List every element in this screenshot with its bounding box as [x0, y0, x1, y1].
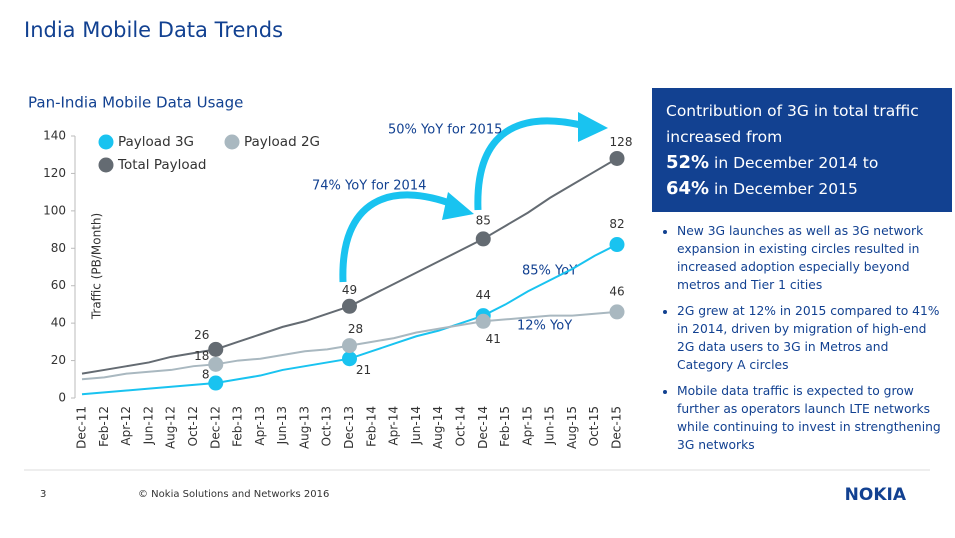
y-tick-label: 80: [51, 241, 66, 255]
x-tick-label: Oct-13: [320, 406, 334, 446]
highlight-figure: 52%: [666, 152, 710, 173]
data-point: [475, 231, 491, 247]
data-label: 44: [476, 288, 491, 302]
x-tick-label: Aug-13: [297, 406, 311, 449]
highlight-box: Contribution of 3G in total traffic incr…: [652, 88, 952, 212]
x-tick-label: Feb-14: [364, 406, 378, 447]
x-tick-label: Feb-15: [498, 406, 512, 447]
x-tick-label: Apr-13: [253, 406, 267, 446]
x-tick-label: Aug-14: [431, 406, 445, 449]
slide-title: India Mobile Data Trends: [24, 18, 283, 42]
x-tick-label: Dec-13: [342, 406, 356, 449]
data-label: 28: [348, 322, 363, 336]
y-tick-label: 40: [51, 316, 66, 330]
data-point: [609, 150, 625, 166]
arrows: [339, 117, 586, 283]
annotation: 50% YoY for 2015: [388, 123, 502, 138]
x-tick-label: Feb-13: [231, 406, 245, 447]
data-point: [609, 237, 625, 253]
data-point: [609, 304, 625, 320]
logo: NOKIA: [845, 485, 907, 505]
arrow-head: [442, 192, 474, 220]
x-tick-label: Dec-11: [75, 406, 89, 449]
x-tick-label: Dec-14: [476, 406, 490, 449]
legend-marker: [224, 134, 240, 150]
copyright: © Nokia Solutions and Networks 2016: [138, 489, 329, 500]
data-point: [342, 298, 357, 314]
bullet: Mobile data traffic is expected to grow …: [677, 382, 947, 454]
data-label: 21: [356, 363, 371, 377]
chart-title: Pan-India Mobile Data Usage: [28, 94, 243, 112]
highlight-text: Contribution of 3G in total traffic incr…: [666, 102, 919, 146]
y-axis-label: Traffic (PB/Month): [90, 213, 104, 320]
data-point: [208, 341, 224, 357]
data-label: 128: [610, 135, 633, 149]
x-tick-label: Aug-12: [164, 406, 178, 449]
highlight-figure: 64%: [666, 178, 710, 199]
highlight-text: in December 2014 to: [714, 154, 879, 172]
x-tick-label: Jun-12: [141, 406, 155, 445]
data-label: 82: [609, 217, 624, 231]
annotation: 74% YoY for 2014: [312, 179, 426, 194]
annotation: 12% YoY: [517, 319, 572, 334]
x-tick-label: Apr-14: [387, 406, 401, 446]
bullet: 2G grew at 12% in 2015 compared to 41% i…: [677, 302, 947, 374]
x-tick-label: Jun-15: [543, 406, 557, 445]
y-tick-label: 140: [43, 129, 66, 143]
x-tick-label: Oct-14: [453, 406, 467, 446]
x-tick-label: Dec-12: [208, 406, 222, 449]
y-tick-label: 20: [51, 353, 66, 367]
bullet-list: New 3G launches as well as 3G network ex…: [660, 222, 947, 462]
x-tick-label: Apr-12: [119, 406, 133, 446]
data-point: [475, 313, 491, 329]
arrow-head: [578, 112, 608, 142]
data-label: 46: [609, 284, 624, 298]
data-label: 49: [342, 283, 357, 297]
data-label: 41: [486, 332, 501, 346]
y-tick-label: 60: [51, 278, 66, 292]
data-label: 26: [194, 328, 209, 342]
data-point: [208, 356, 224, 372]
x-tick-label: Dec-15: [610, 406, 624, 449]
legend-label: Payload 3G: [118, 134, 194, 150]
data-label: 85: [476, 213, 491, 227]
y-tick-label: 120: [43, 166, 66, 180]
page-number: 3: [40, 489, 46, 500]
legend-label: Payload 2G: [244, 134, 320, 150]
data-point: [342, 351, 357, 367]
legend-label: Total Payload: [117, 157, 206, 173]
y-tick-label: 0: [58, 391, 66, 405]
x-tick-label: Jun-13: [275, 406, 289, 445]
y-tick-label: 100: [43, 203, 66, 217]
highlight-text: in December 2015: [714, 180, 858, 198]
x-tick-label: Jun-14: [409, 406, 423, 445]
data-point: [208, 375, 224, 391]
x-tick-label: Aug-15: [565, 406, 579, 449]
data-label: 18: [194, 349, 209, 363]
legend-marker: [98, 157, 114, 173]
x-tick-label: Feb-12: [97, 406, 111, 447]
data-label: 8: [202, 368, 210, 382]
x-tick-label: Oct-15: [587, 406, 601, 446]
data-point: [342, 338, 357, 354]
legend-marker: [98, 134, 114, 150]
bullet: New 3G launches as well as 3G network ex…: [677, 222, 947, 294]
annotation: 85% YoY: [522, 264, 577, 279]
x-tick-label: Apr-15: [520, 406, 534, 446]
x-tick-label: Oct-12: [186, 406, 200, 446]
